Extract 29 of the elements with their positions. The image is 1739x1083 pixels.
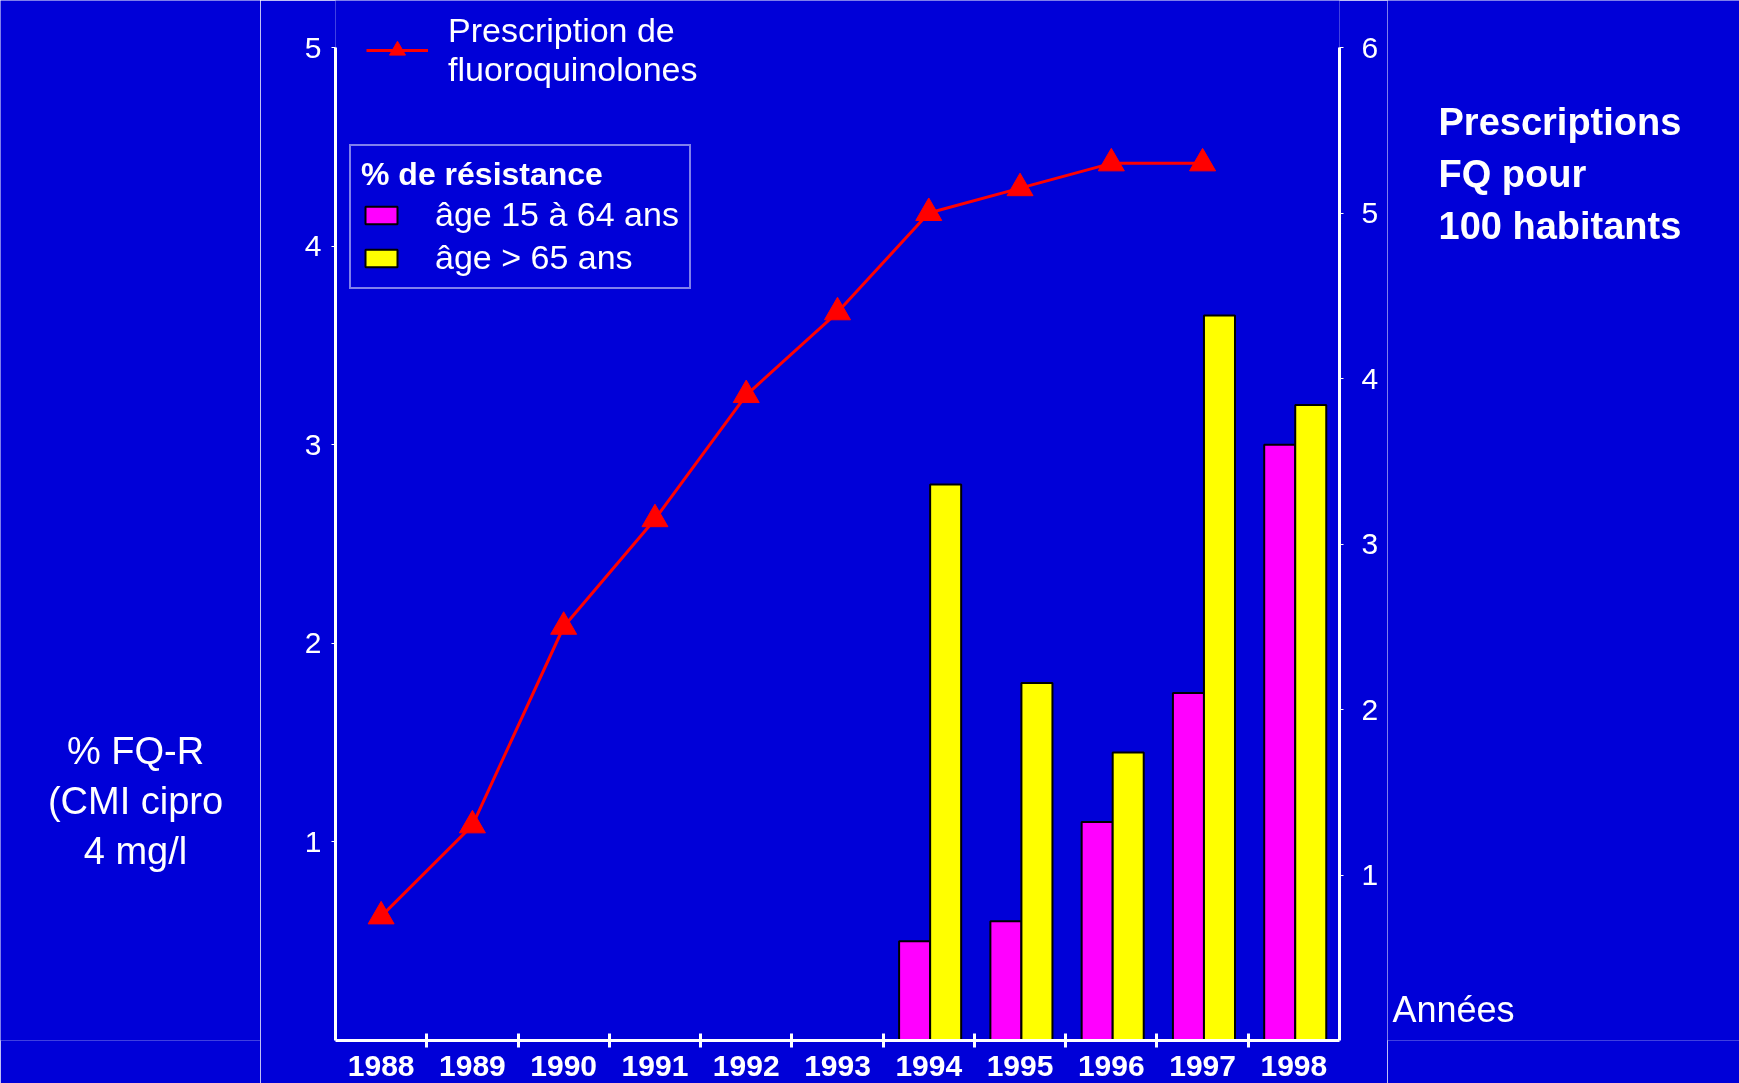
legend-label: âge > 65 ans [435, 238, 633, 277]
x-tick-label: 1991 [621, 1048, 689, 1082]
y2-axis-title: Prescriptions FQ pour 100 habitants [1438, 101, 1682, 248]
x-tick-label: 1994 [895, 1048, 963, 1082]
y2-tick-label: 1 [1361, 858, 1379, 891]
x-tick-label: 1988 [347, 1048, 415, 1082]
x-tick-label: 1996 [1077, 1048, 1145, 1082]
y-axis-title: % FQ-R (CMI cipro 4 mg/l [47, 730, 224, 873]
y2-tick-label: 4 [1361, 361, 1379, 395]
y2-tick-label: 6 [1361, 30, 1379, 64]
y-tick-label: 1 [304, 824, 322, 858]
y-tick-label: 5 [304, 30, 322, 64]
legend-title: % de résistance [361, 156, 604, 193]
legend-label: Prescription de fluoroquinolones [448, 11, 698, 89]
x-tick-label: 1993 [804, 1048, 871, 1082]
y-tick-label: 4 [304, 229, 322, 263]
y2-tick-label: 3 [1361, 527, 1379, 560]
x-tick-label: 1995 [986, 1048, 1054, 1082]
x-tick-label: 1990 [530, 1048, 598, 1082]
y-tick-label: 3 [304, 427, 322, 461]
x-tick-label: 1998 [1260, 1048, 1328, 1082]
y2-tick-label: 2 [1361, 692, 1379, 726]
x-tick-label: 1992 [712, 1048, 780, 1082]
y-tick-label: 2 [304, 626, 322, 660]
x-tick-label: 1989 [439, 1048, 506, 1082]
legend-label: âge 15 à 64 ans [435, 195, 679, 234]
x-tick-label: 1997 [1169, 1048, 1236, 1082]
x-axis-title: Années [1392, 989, 1515, 1031]
y2-tick-label: 5 [1361, 196, 1379, 229]
